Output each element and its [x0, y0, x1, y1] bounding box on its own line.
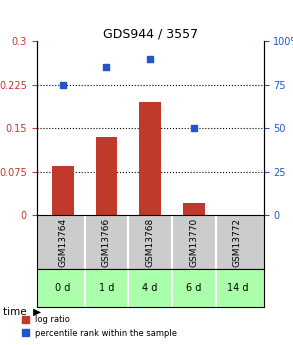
Text: 0 d: 0 d: [55, 283, 71, 293]
Point: [148, 56, 153, 61]
Text: GSM13766: GSM13766: [102, 217, 111, 267]
Point: [192, 125, 196, 131]
Point: [104, 65, 109, 70]
Point: [60, 82, 65, 88]
Text: GSM13772: GSM13772: [233, 217, 242, 267]
Text: GSM13764: GSM13764: [58, 217, 67, 267]
Bar: [183, 203, 205, 215]
Text: 4 d: 4 d: [142, 283, 158, 293]
Bar: [139, 102, 161, 215]
Text: GSM13768: GSM13768: [146, 217, 155, 267]
Text: 6 d: 6 d: [186, 283, 202, 293]
Title: GDS944 / 3557: GDS944 / 3557: [103, 27, 198, 40]
Text: 1 d: 1 d: [99, 283, 114, 293]
Legend: log ratio, percentile rank within the sample: log ratio, percentile rank within the sa…: [19, 312, 181, 341]
Text: time  ▶: time ▶: [3, 307, 41, 317]
Bar: [96, 137, 117, 215]
Text: 14 d: 14 d: [227, 283, 248, 293]
Text: GSM13770: GSM13770: [189, 217, 198, 267]
Bar: [52, 166, 74, 215]
